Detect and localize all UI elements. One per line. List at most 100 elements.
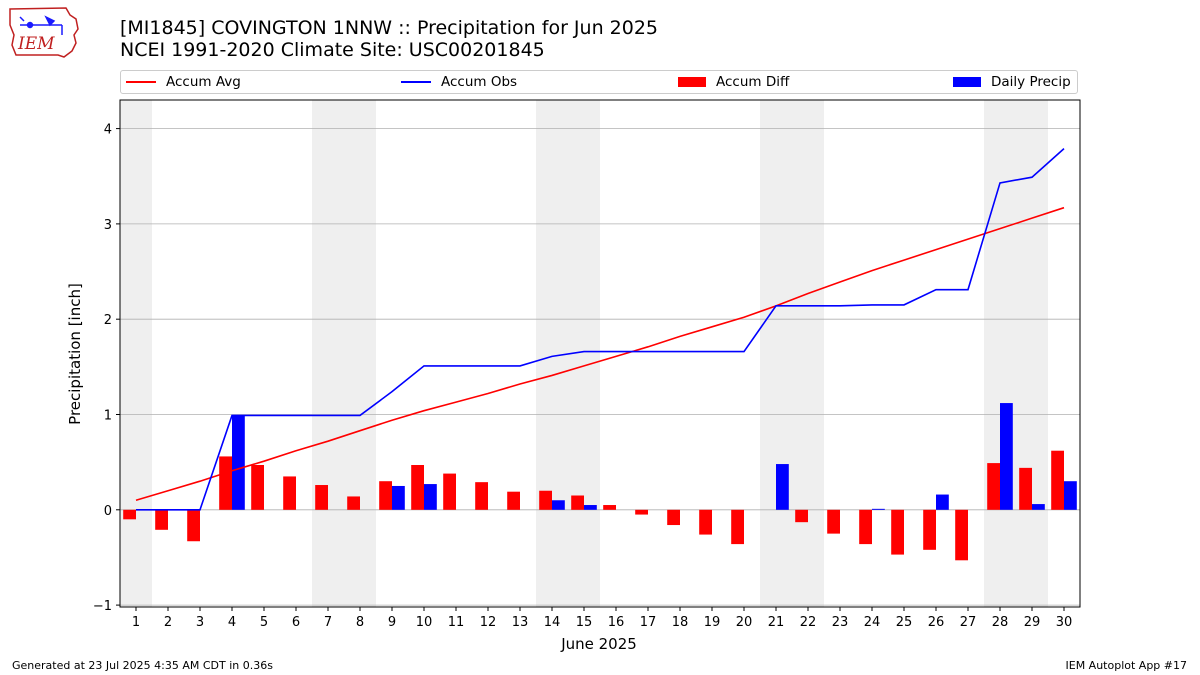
y-tick-label: 1 — [104, 408, 112, 423]
chart-legend: Accum Avg Accum Obs Accum Diff Daily Pre… — [120, 70, 1078, 94]
daily-bar — [1032, 504, 1045, 510]
diff-bar — [731, 509, 744, 545]
iem-logo: IEM — [9, 7, 79, 58]
diff-bar — [699, 509, 712, 535]
diff-bar — [475, 482, 488, 510]
diff-bar — [155, 509, 168, 530]
x-tick-label: 7 — [324, 615, 332, 630]
diff-bar — [251, 465, 264, 510]
x-tick-label: 29 — [1024, 615, 1041, 630]
diff-bar — [603, 505, 616, 510]
generated-note: Generated at 23 Jul 2025 4:35 AM CDT in … — [12, 659, 273, 672]
diff-bar — [315, 485, 328, 510]
daily-bar — [392, 485, 405, 510]
diff-bar — [187, 509, 200, 542]
x-tick-label: 9 — [388, 615, 396, 630]
diff-bar — [571, 495, 584, 510]
accum-avg-line — [135, 206, 1065, 502]
x-tick-label: 13 — [512, 615, 529, 630]
plot-frame — [119, 99, 1081, 608]
x-tick-label: 18 — [672, 615, 689, 630]
x-tick-label: 11 — [448, 615, 465, 630]
legend-label: Accum Obs — [441, 74, 518, 90]
diff-bar — [1051, 450, 1064, 510]
y-tick-label: 2 — [104, 313, 112, 328]
accum-obs-line — [136, 148, 1065, 511]
x-tick-label: 8 — [356, 615, 364, 630]
diff-bar — [795, 509, 808, 523]
x-tick-label: 26 — [928, 615, 945, 630]
legend-box-red — [678, 77, 706, 87]
diff-bar — [635, 509, 648, 515]
daily-bar — [1000, 403, 1013, 510]
x-axis-label: June 2025 — [560, 635, 637, 653]
app-note: IEM Autoplot App #17 — [1065, 659, 1188, 672]
x-tick-label: 25 — [896, 615, 913, 630]
legend-accum-obs: Accum Obs — [401, 74, 517, 90]
diff-bar — [411, 465, 424, 510]
daily-bar — [232, 415, 245, 510]
daily-bar — [776, 464, 789, 510]
legend-daily-precip: Daily Precip — [953, 74, 1071, 90]
daily-bar — [1064, 481, 1077, 510]
diff-bar — [347, 496, 360, 510]
chart-title: [MI1845] COVINGTON 1NNW :: Precipitation… — [120, 17, 658, 61]
x-tick-label: 22 — [800, 615, 817, 630]
x-tick-label: 2 — [164, 615, 172, 630]
legend-label: Accum Avg — [166, 74, 241, 90]
legend-accum-diff: Accum Diff — [678, 74, 789, 90]
x-tick-label: 23 — [832, 615, 849, 630]
x-tick-label: 1 — [132, 615, 140, 630]
legend-accum-avg: Accum Avg — [126, 74, 241, 90]
diff-bar — [1019, 467, 1032, 510]
x-tick-label: 14 — [544, 615, 561, 630]
x-tick-label: 15 — [576, 615, 593, 630]
x-tick-label: 17 — [640, 615, 657, 630]
daily-bar — [936, 494, 949, 510]
x-tick-label: 20 — [736, 615, 753, 630]
diff-bar — [283, 476, 296, 510]
weekend-band — [760, 100, 824, 607]
y-tick-label: 3 — [104, 218, 112, 233]
diff-bar — [827, 509, 840, 534]
diff-bar — [923, 509, 936, 550]
weekend-band — [312, 100, 376, 607]
diff-bar — [891, 509, 904, 555]
x-tick-label: 12 — [480, 615, 497, 630]
x-tick-label: 28 — [992, 615, 1009, 630]
diff-bar — [859, 509, 872, 545]
x-tick-label: 5 — [260, 615, 268, 630]
x-tick-label: 3 — [196, 615, 204, 630]
diff-bar — [507, 491, 520, 510]
daily-bar — [552, 500, 565, 510]
daily-bar — [584, 505, 597, 510]
x-tick-label: 24 — [864, 615, 881, 630]
diff-bar — [379, 481, 392, 510]
weekend-band — [984, 100, 1048, 607]
x-tick-label: 19 — [704, 615, 721, 630]
diff-bar — [539, 490, 552, 510]
x-tick-label: 4 — [228, 615, 236, 630]
y-tick-label: 4 — [104, 123, 112, 138]
diff-bar — [667, 509, 680, 526]
diff-bar — [443, 473, 456, 510]
y-tick-label: 0 — [104, 504, 112, 519]
diff-bar — [955, 509, 968, 561]
x-tick-label: 10 — [416, 615, 433, 630]
x-tick-label: 21 — [768, 615, 785, 630]
y-axis-label: Precipitation [inch] — [66, 283, 84, 425]
legend-line-red — [126, 81, 156, 83]
daily-bar — [424, 484, 437, 510]
legend-box-blue — [953, 77, 981, 87]
y-tick-label: −1 — [93, 599, 112, 614]
x-tick-label: 30 — [1056, 615, 1073, 630]
logo-text: IEM — [17, 34, 55, 54]
weekend-band — [120, 100, 152, 607]
x-tick-label: 6 — [292, 615, 300, 630]
daily-bar — [872, 508, 885, 510]
title-line-1: [MI1845] COVINGTON 1NNW :: Precipitation… — [120, 17, 659, 39]
legend-label: Daily Precip — [991, 74, 1071, 90]
legend-label: Accum Diff — [716, 74, 790, 90]
legend-line-blue — [401, 81, 431, 83]
